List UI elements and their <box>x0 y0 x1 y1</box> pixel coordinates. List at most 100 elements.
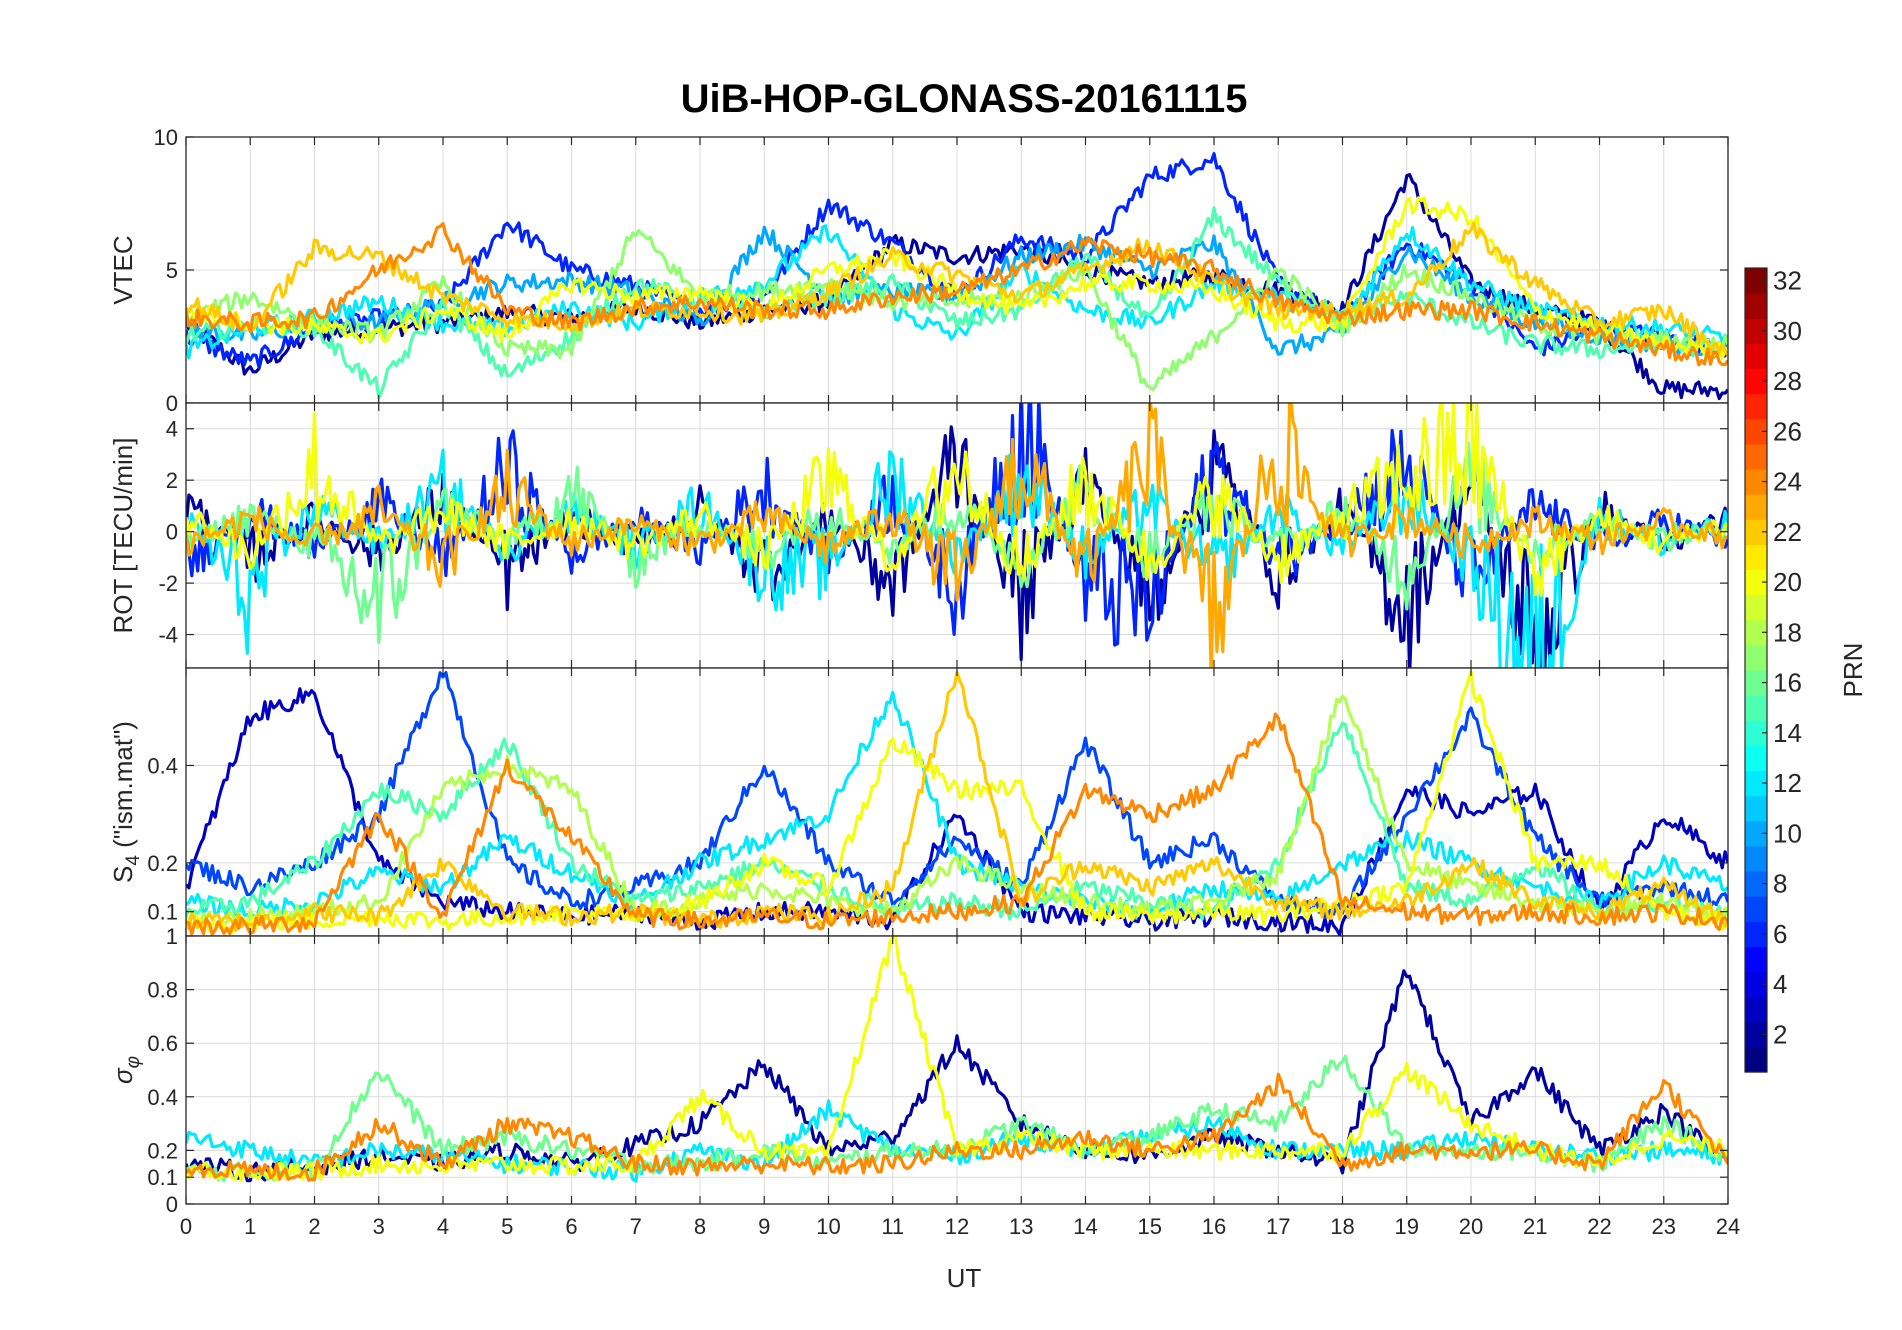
colorbar-tick-label: 24 <box>1773 467 1802 497</box>
x-tick-label: 14 <box>1073 1214 1097 1239</box>
series-line-prn18 <box>186 694 1728 930</box>
series-line-prn22 <box>186 221 1728 357</box>
colorbar-swatch <box>1745 644 1767 671</box>
colorbar-swatch <box>1745 921 1767 947</box>
series-line-prn12 <box>186 448 1728 668</box>
colorbar-frame <box>1744 267 1768 1073</box>
colorbar-swatch <box>1745 469 1767 495</box>
panel-s4-series-group <box>186 670 1728 936</box>
x-tick-label: 4 <box>437 1214 449 1239</box>
colorbar-swatch <box>1745 293 1767 319</box>
colorbar-swatch <box>1745 670 1767 696</box>
series-line-prn24 <box>186 712 1728 936</box>
colorbar-tick-label: 18 <box>1773 617 1802 647</box>
y-tick-label: 0 <box>166 1192 178 1217</box>
x-tick-label: 21 <box>1523 1214 1547 1239</box>
series-line-prn20 <box>186 403 1728 597</box>
x-tick-label: 10 <box>816 1214 840 1239</box>
y-tick-label: 10 <box>154 125 178 150</box>
y-tick-label: 0.2 <box>147 851 178 876</box>
y-tick-label: 0.1 <box>147 900 178 925</box>
chart-title: UiB-HOP-GLONASS-20161115 <box>681 77 1248 121</box>
x-tick-label: 24 <box>1716 1214 1740 1239</box>
colorbar-swatch <box>1745 1021 1767 1048</box>
colorbar-swatch <box>1745 770 1767 797</box>
y-tick-label: 4 <box>166 417 178 442</box>
colorbar-swatch <box>1745 695 1767 721</box>
colorbar-tick-label: 6 <box>1773 919 1787 949</box>
colorbar-swatch <box>1745 569 1767 596</box>
x-tick-label: 8 <box>694 1214 706 1239</box>
colorbar-tick-label: 22 <box>1773 517 1802 547</box>
x-axis-label: UT <box>947 1263 982 1293</box>
y-tick-label: -2 <box>158 571 178 596</box>
series-line-prn3 <box>186 687 1728 936</box>
colorbar-swatch <box>1745 971 1767 998</box>
y-tick-label: 0.2 <box>147 1138 178 1163</box>
x-tick-label: 23 <box>1652 1214 1676 1239</box>
colorbar-swatch <box>1745 845 1767 872</box>
panel-rot-series-group <box>186 403 1728 668</box>
colorbar-tick-label: 26 <box>1773 416 1802 446</box>
x-tick-label: 5 <box>501 1214 513 1239</box>
x-tick-label: 15 <box>1138 1214 1162 1239</box>
x-tick-label: 17 <box>1266 1214 1290 1239</box>
colorbar-swatch <box>1745 820 1767 847</box>
series-line-prn23 <box>186 403 1728 668</box>
x-tick-label: 2 <box>308 1214 320 1239</box>
series-line-prn7 <box>186 671 1728 919</box>
panel-vtec: 0 5 10 VTEC <box>108 125 1729 416</box>
x-tick-label: 13 <box>1009 1214 1033 1239</box>
colorbar-swatch <box>1745 268 1767 294</box>
y-tick-label: 1 <box>166 924 178 949</box>
x-tick-label: 6 <box>565 1214 577 1239</box>
colorbar-swatch <box>1745 745 1767 772</box>
colorbar-swatch <box>1745 619 1767 646</box>
colorbar-tick-label: 10 <box>1773 818 1802 848</box>
x-tick-label: 18 <box>1330 1214 1354 1239</box>
panel-s4: 0.10.20.4S4 ("ism.mat") <box>108 667 1729 937</box>
x-tick-label: 22 <box>1587 1214 1611 1239</box>
x-tick-label: 9 <box>758 1214 770 1239</box>
y-tick-label: -4 <box>158 623 178 648</box>
colorbar-swatch <box>1745 544 1767 571</box>
x-tick-label: 12 <box>945 1214 969 1239</box>
panel-sigma-series-group <box>186 936 1728 1183</box>
x-tick-label: 16 <box>1202 1214 1226 1239</box>
colorbar-swatch <box>1745 443 1767 470</box>
colorbar-tick-label: 12 <box>1773 768 1802 798</box>
colorbar-swatch <box>1745 393 1767 420</box>
colorbar-swatch <box>1745 996 1767 1023</box>
colorbar-swatch <box>1745 368 1767 395</box>
y-tick-label: 0 <box>166 520 178 545</box>
series-line-prn15 <box>186 721 1728 923</box>
colorbar-swatch <box>1745 318 1767 344</box>
series-line-prn2 <box>186 173 1728 401</box>
series-line-prn24 <box>186 1072 1728 1182</box>
colorbar-swatch <box>1745 1046 1767 1073</box>
colorbar-tick-label: 4 <box>1773 969 1787 999</box>
colorbar-swatch <box>1745 896 1767 922</box>
series-line-prn24 <box>186 222 1728 367</box>
series-line-prn16 <box>186 440 1728 645</box>
y-tick-label: 0 <box>166 391 178 416</box>
colorbar-swatch <box>1745 494 1767 520</box>
y-tick-label: 0.1 <box>147 1165 178 1190</box>
colorbar-swatch <box>1745 519 1767 545</box>
series-line-prn17 <box>186 229 1728 392</box>
y-axis-label: ROT [TECU/min] <box>108 438 138 634</box>
series-line-prn10 <box>186 225 1728 359</box>
colorbar-swatch <box>1745 946 1767 973</box>
colorbar-tick-label: 30 <box>1773 316 1802 346</box>
colorbar-tick-label: 20 <box>1773 567 1802 597</box>
x-tick-label: 1 <box>244 1214 256 1239</box>
y-tick-label: 5 <box>166 258 178 283</box>
y-tick-label: 0.4 <box>147 753 178 778</box>
colorbar-swatch <box>1745 871 1767 897</box>
colorbar-swatch <box>1745 594 1767 621</box>
colorbar-tick-label: 14 <box>1773 718 1802 748</box>
x-tick-label: 11 <box>881 1214 904 1239</box>
